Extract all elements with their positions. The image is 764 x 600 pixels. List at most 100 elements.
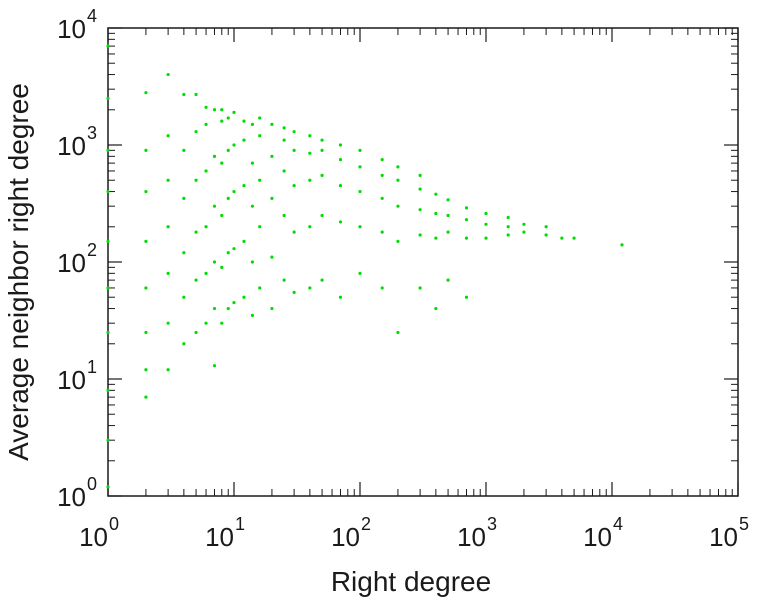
data-point-107 (338, 183, 343, 188)
data-point-92 (292, 183, 296, 188)
data-point-100 (320, 278, 324, 282)
data-point-75 (258, 286, 262, 290)
data-point-151 (544, 225, 548, 229)
data-point-71 (250, 260, 255, 264)
data-point-133 (434, 192, 438, 196)
data-point-109 (338, 143, 343, 147)
data-point-102 (320, 173, 324, 177)
data-point-11 (144, 368, 148, 372)
data-point-34 (194, 178, 198, 182)
data-point-118 (380, 173, 384, 177)
data-point-88 (282, 138, 286, 142)
data-point-115 (380, 286, 384, 290)
data-point-64 (232, 110, 236, 114)
plot-area (107, 27, 739, 497)
data-point-101 (320, 213, 324, 218)
data-point-147 (506, 215, 510, 220)
data-point-106 (338, 220, 343, 224)
data-point-14 (144, 239, 148, 243)
data-point-148 (522, 230, 526, 234)
data-point-54 (220, 108, 224, 112)
data-point-43 (212, 364, 217, 368)
data-point-19 (166, 321, 170, 325)
data-point-40 (204, 169, 208, 173)
y-tick-label-1: 10 (57, 365, 86, 395)
data-point-20 (166, 271, 170, 275)
data-point-1 (106, 438, 110, 442)
data-point-83 (270, 154, 274, 158)
data-point-103 (320, 148, 324, 152)
data-point-142 (484, 236, 488, 240)
data-point-30 (182, 92, 186, 97)
data-point-59 (226, 116, 230, 120)
data-point-144 (484, 211, 488, 216)
data-point-62 (232, 189, 236, 194)
data-point-31 (194, 330, 198, 335)
data-point-0 (106, 485, 110, 489)
y-tick-label-4: 10 (57, 14, 86, 44)
data-point-52 (220, 161, 224, 165)
data-point-138 (464, 295, 469, 299)
data-point-73 (250, 161, 255, 165)
data-point-2 (106, 388, 110, 392)
data-point-25 (182, 342, 186, 346)
data-point-112 (358, 189, 362, 194)
data-point-46 (212, 204, 217, 208)
data-point-44 (212, 306, 217, 311)
data-point-35 (194, 130, 198, 134)
data-point-10 (144, 395, 148, 399)
data-point-126 (418, 233, 422, 237)
data-point-24 (166, 72, 170, 77)
x-axis-title: Right degree (331, 566, 491, 597)
data-point-45 (212, 260, 217, 264)
data-point-76 (258, 225, 262, 229)
x-tick-labels: 10 0 10 1 10 2 10 3 10 4 10 5 (79, 514, 749, 552)
x-tick-exponent-2: 2 (361, 514, 371, 534)
major-ticks (107, 27, 739, 497)
data-point-105 (338, 295, 343, 299)
data-point-7 (106, 148, 110, 152)
data-point-49 (220, 321, 224, 325)
data-point-93 (292, 148, 296, 152)
data-point-84 (270, 122, 274, 126)
x-tick-label-4: 10 (583, 522, 612, 552)
data-point-69 (242, 119, 246, 123)
data-point-6 (106, 189, 110, 194)
data-point-42 (204, 105, 208, 109)
data-point-60 (232, 300, 236, 305)
data-point-3 (106, 330, 110, 335)
data-point-5 (106, 239, 110, 243)
y-tick-exponent-2: 2 (87, 240, 97, 260)
data-point-153 (572, 236, 576, 240)
data-point-17 (144, 91, 148, 95)
data-point-130 (434, 306, 438, 311)
data-point-39 (204, 225, 208, 229)
data-point-82 (270, 196, 274, 200)
data-point-47 (212, 154, 217, 158)
data-point-134 (446, 278, 450, 282)
data-point-129 (418, 173, 422, 177)
data-point-96 (308, 225, 312, 229)
data-point-61 (232, 247, 236, 251)
data-point-26 (182, 295, 186, 299)
y-tick-exponent-0: 0 (87, 474, 97, 494)
data-point-136 (446, 213, 450, 218)
data-point-36 (194, 92, 198, 97)
data-point-12 (144, 330, 148, 335)
x-tick-label-5: 10 (709, 522, 738, 552)
data-point-154 (620, 243, 624, 247)
data-point-48 (212, 108, 217, 112)
data-point-90 (292, 290, 296, 294)
data-point-80 (270, 306, 274, 311)
data-point-116 (380, 230, 384, 234)
data-point-97 (308, 178, 312, 182)
data-point-70 (250, 313, 255, 317)
data-point-50 (220, 265, 224, 269)
data-point-56 (226, 251, 230, 255)
data-point-18 (166, 368, 170, 372)
data-point-124 (396, 165, 400, 169)
data-point-117 (380, 196, 384, 200)
data-point-113 (358, 165, 362, 169)
data-point-15 (144, 189, 148, 194)
